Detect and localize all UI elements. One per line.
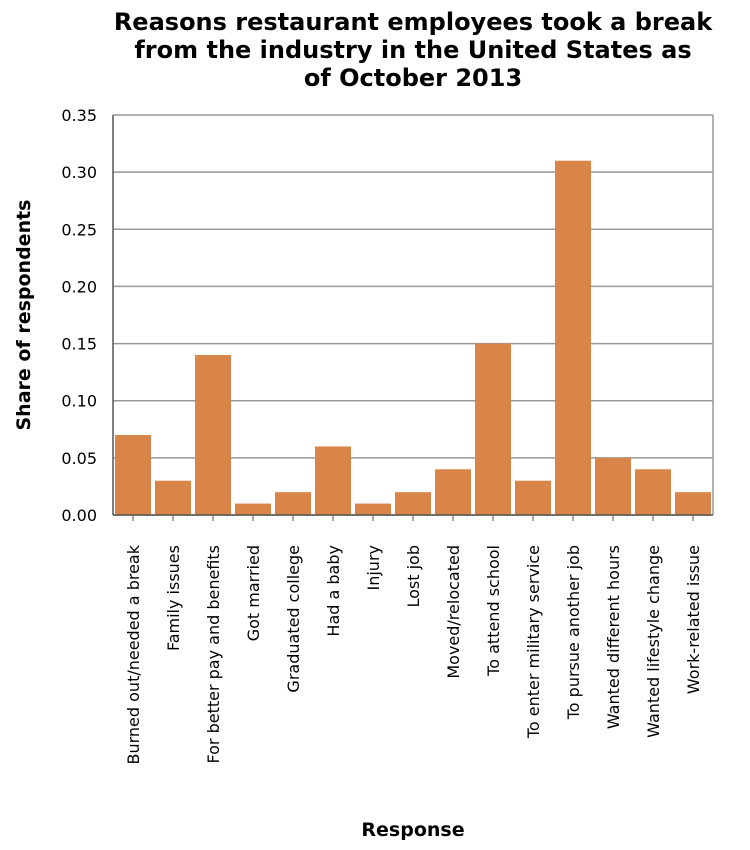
x-tick-label: Got married — [244, 545, 263, 641]
chart-title: Reasons restaurant employees took a brea… — [114, 8, 713, 92]
bar — [595, 457, 631, 515]
x-tick-label: Lost job — [404, 545, 423, 608]
x-tick-label: Injury — [364, 545, 383, 591]
bar — [675, 492, 711, 515]
x-tick-label: To pursue another job — [564, 545, 583, 720]
bars — [115, 160, 711, 515]
x-tick-label: Family issues — [164, 545, 183, 651]
bar — [195, 355, 231, 515]
x-tick-label: Had a baby — [324, 545, 343, 637]
bar — [475, 343, 511, 515]
y-tick-label: 0.15 — [61, 335, 97, 354]
y-tick-label: 0.05 — [61, 449, 97, 468]
y-tick-label: 0.25 — [61, 220, 97, 239]
y-tick-label: 0.00 — [61, 506, 97, 525]
x-tick-label: Wanted different hours — [604, 545, 623, 729]
bar — [315, 446, 351, 515]
x-axis-title: Response — [361, 819, 464, 841]
bar — [515, 480, 551, 515]
x-tick-label: Work-related issue — [684, 545, 703, 694]
x-axis-ticks: Burned out/needed a break Family issues Fo… — [124, 515, 703, 765]
bar — [275, 492, 311, 515]
y-tick-label: 0.20 — [61, 277, 97, 296]
bar — [635, 469, 671, 515]
y-tick-label: 0.30 — [61, 163, 97, 182]
x-tick-label: To enter military service — [524, 545, 543, 739]
x-tick-label: For better pay and benefits — [204, 545, 223, 764]
bar — [555, 160, 591, 515]
x-tick-label: To attend school — [484, 545, 503, 677]
x-tick-label: Burned out/needed a break — [124, 544, 143, 764]
chart-title-line-2: from the industry in the United States a… — [134, 36, 691, 64]
chart-title-line-3: of October 2013 — [304, 64, 522, 92]
y-axis-ticks: 0.00 0.05 0.10 0.15 0.20 0.25 0.30 0.35 — [61, 106, 97, 525]
bar — [155, 480, 191, 515]
x-tick-label: Moved/relocated — [444, 545, 463, 679]
y-tick-label: 0.10 — [61, 392, 97, 411]
y-tick-label: 0.35 — [61, 106, 97, 125]
bar — [115, 435, 151, 515]
bar — [355, 503, 391, 515]
bar — [435, 469, 471, 515]
chart-title-line-1: Reasons restaurant employees took a brea… — [114, 8, 713, 36]
bar — [395, 492, 431, 515]
x-tick-label: Wanted lifestyle change — [644, 545, 663, 738]
x-tick-label: Graduated college — [284, 545, 303, 693]
bar — [235, 503, 271, 515]
y-axis-title: Share of respondents — [13, 200, 35, 431]
